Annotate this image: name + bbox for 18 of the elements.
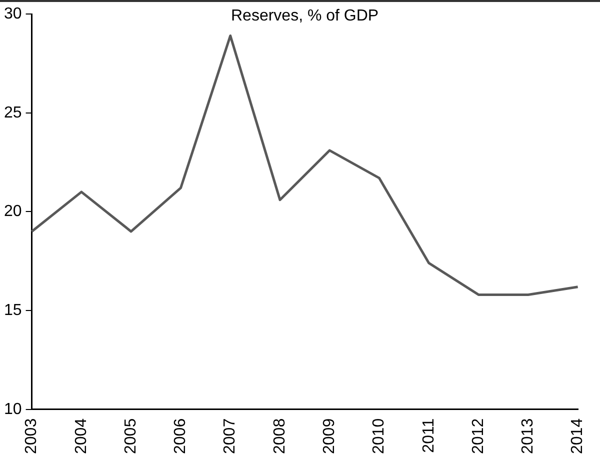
x-tick-label: 2010 [370, 418, 388, 454]
x-tick-label: 2008 [271, 418, 288, 454]
x-tick-label: 2007 [222, 418, 239, 454]
x-tick-label: 2003 [23, 418, 40, 454]
x-tick-label: 2011 [420, 418, 438, 453]
x-tick-label: 2005 [122, 418, 140, 454]
y-tick-label: 25 [4, 104, 22, 122]
y-tick-label: 30 [4, 5, 22, 22]
x-tick-label: 2004 [72, 418, 90, 454]
x-tick-label: 2012 [470, 418, 487, 454]
y-tick-label: 10 [4, 400, 22, 418]
x-tick-label: 2006 [172, 418, 190, 454]
x-tick-label: 2014 [569, 418, 586, 454]
y-tick-label: 15 [4, 302, 22, 319]
chart-title: Reserves, % of GDP [230, 7, 379, 24]
y-tick-label: 20 [4, 203, 22, 220]
x-tick-label: 2009 [321, 418, 338, 454]
x-tick-label: 2013 [520, 418, 537, 454]
